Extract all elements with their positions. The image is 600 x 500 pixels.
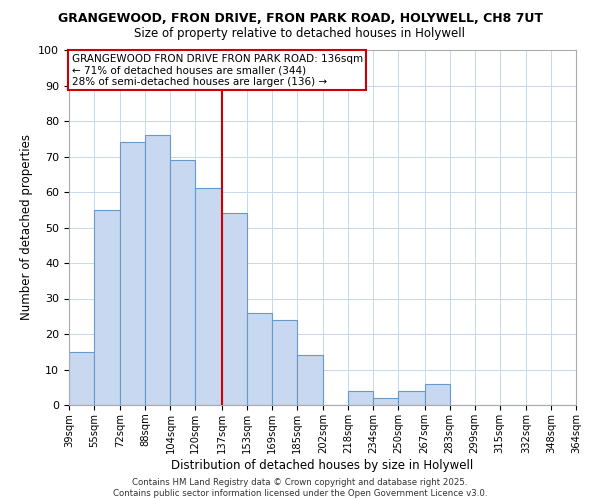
- Bar: [69, 352, 94, 405]
- Bar: [222, 214, 247, 405]
- Bar: [373, 398, 398, 405]
- Y-axis label: Number of detached properties: Number of detached properties: [20, 134, 33, 320]
- Bar: [94, 210, 121, 405]
- X-axis label: Distribution of detached houses by size in Holywell: Distribution of detached houses by size …: [172, 458, 473, 471]
- Bar: [297, 356, 323, 405]
- Bar: [145, 135, 170, 405]
- Bar: [398, 391, 425, 405]
- Bar: [196, 188, 222, 405]
- Bar: [348, 391, 373, 405]
- Text: GRANGEWOOD, FRON DRIVE, FRON PARK ROAD, HOLYWELL, CH8 7UT: GRANGEWOOD, FRON DRIVE, FRON PARK ROAD, …: [58, 12, 542, 26]
- Text: Contains HM Land Registry data © Crown copyright and database right 2025.
Contai: Contains HM Land Registry data © Crown c…: [113, 478, 487, 498]
- Text: GRANGEWOOD FRON DRIVE FRON PARK ROAD: 136sqm
← 71% of detached houses are smalle: GRANGEWOOD FRON DRIVE FRON PARK ROAD: 13…: [71, 54, 362, 87]
- Bar: [272, 320, 297, 405]
- Bar: [247, 312, 272, 405]
- Bar: [170, 160, 196, 405]
- Bar: [425, 384, 449, 405]
- Bar: [121, 142, 145, 405]
- Text: Size of property relative to detached houses in Holywell: Size of property relative to detached ho…: [134, 28, 466, 40]
